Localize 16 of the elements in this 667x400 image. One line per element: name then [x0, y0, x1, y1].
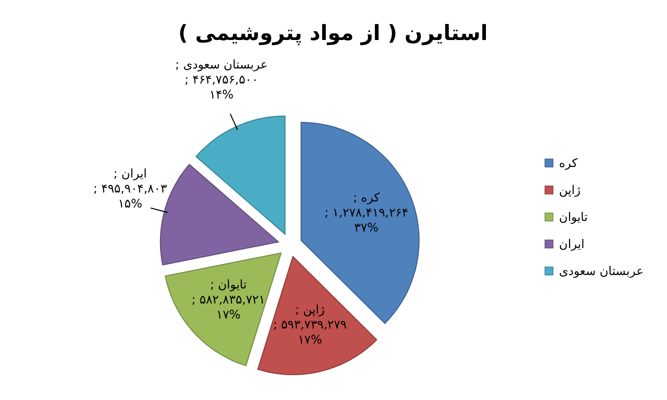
category-label: عربستان سعودی ; [175, 58, 268, 72]
legend-label: عربستان سعودی [559, 264, 644, 278]
legend-label: کره [559, 156, 578, 170]
text: ۴۹۵,۹۰۴,۸۰۳ ; ۱۵% [93, 181, 167, 210]
text: ۴۶۴,۷۵۶,۵۰۰ ; ۱۴% [184, 72, 258, 102]
text: ۵۸۲,۸۳۵,۷۲۱ ; ۱۷% [192, 292, 266, 322]
category-label: ژاپن ; [295, 302, 325, 317]
text: ۵۹۳,۷۳۹,۲۷۹ ; ۱۷% [273, 318, 347, 347]
category-label: تایوان ; [210, 278, 247, 292]
legend-label: ایران [559, 237, 584, 251]
text: ۱,۲۷۸,۴۱۹,۲۶۴ ; ۳۷% [324, 206, 408, 235]
title: استایرن ( از مواد پتروشیمی ) [178, 21, 488, 45]
category-label: ایران ; [113, 166, 147, 180]
legend-label: تایوان [559, 210, 588, 224]
legend-label: ژاپن [559, 183, 581, 197]
category-label: کره ; [353, 190, 380, 205]
